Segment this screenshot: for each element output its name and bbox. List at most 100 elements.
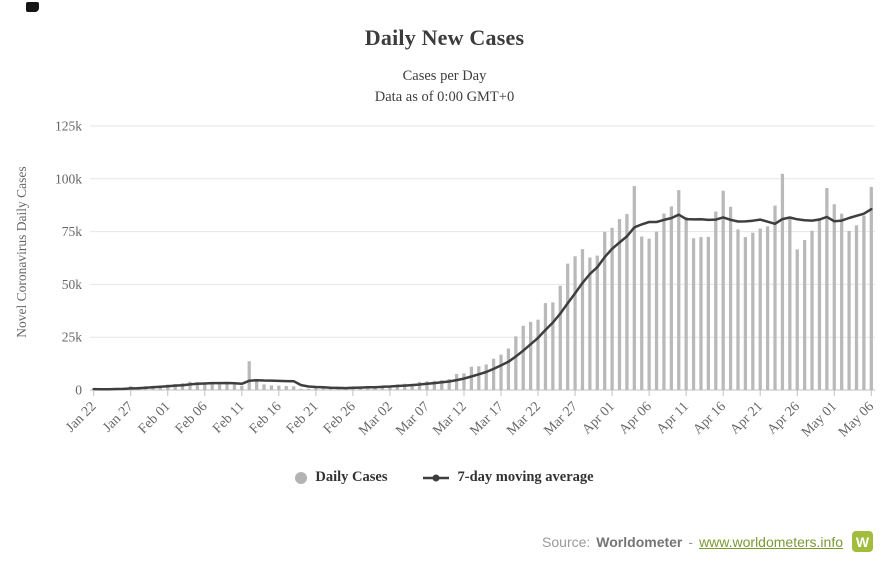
daily-cases-bar [706,236,710,390]
daily-cases-bar [292,386,296,390]
x-tick-label: Feb 21 [284,399,322,437]
daily-cases-marker-icon [295,471,308,484]
daily-cases-bar [314,388,318,390]
daily-cases-bar [869,186,873,390]
daily-cases-bar [640,236,644,390]
daily-cases-bar [462,373,466,390]
x-tick-label: Apr 26 [765,399,803,437]
daily-cases-bar [788,218,792,390]
daily-cases-bar [240,385,244,390]
daily-cases-bar [321,387,325,390]
daily-cases-bar [699,237,703,390]
daily-cases-bar [284,386,288,390]
daily-cases-bar [610,227,614,390]
x-tick-label: Mar 07 [393,399,432,438]
x-tick-label: Apr 06 [617,399,655,437]
daily-cases-bar [188,381,192,390]
daily-cases-bar [425,381,429,390]
daily-cases-bar [551,302,555,390]
subtitle-line-2: Data as of 0:00 GMT+0 [374,89,515,105]
daily-cases-bar [669,206,673,390]
daily-cases-bar [751,232,755,390]
daily-cases-bar [773,205,777,390]
daily-cases-bar [180,383,185,390]
daily-cases-bar [521,325,525,390]
daily-cases-bar [662,213,666,390]
x-tick-label: Mar 27 [541,399,580,438]
daily-cases-bar [780,173,785,390]
source-separator: - [688,533,694,550]
daily-cases-bar [403,383,407,390]
legend-item-moving-average[interactable]: 7-day moving average [423,469,594,486]
daily-cases-bar [721,190,725,390]
daily-cases-bar [262,384,266,390]
x-tick-label: Feb 06 [173,399,211,437]
daily-cases-bar [803,240,807,390]
daily-cases-bar [306,388,311,390]
daily-cases-bar [484,364,488,390]
source-attribution: Source: Worldometer - www.worldometers.i… [542,531,873,552]
daily-cases-bar [743,237,748,390]
x-tick-label: Apr 01 [580,399,618,437]
daily-cases-bar [329,388,333,390]
legend-label-daily-cases: Daily Cases [315,469,388,485]
daily-cases-bar [862,215,866,390]
daily-cases-bar [255,379,259,390]
worldometers-link[interactable]: www.worldometers.info [699,533,843,550]
daily-cases-bar [632,186,636,390]
x-tick-label: Feb 16 [247,399,285,437]
daily-cases-bar [714,211,718,390]
y-tick-label: 25k [62,330,83,345]
daily-cases-bar [595,255,599,390]
daily-cases-bar [625,214,629,390]
daily-cases-bar [173,384,177,390]
daily-cases-bar [677,190,681,390]
y-tick-label: 50k [62,277,83,292]
daily-cases-bar [514,336,518,390]
daily-cases-bar [499,354,503,390]
daily-cases-bar [558,285,562,390]
daily-cases-bar [299,388,303,390]
daily-cases-bar [758,228,762,390]
daily-cases-bar [684,216,688,390]
daily-cases-bar [588,257,592,390]
daily-cases-bar [825,188,829,390]
x-tick-label: Mar 17 [467,399,506,438]
daily-cases-bar [217,384,222,390]
daily-cases-bar [840,213,844,390]
daily-cases-bar [617,219,622,390]
x-tick-label: Feb 11 [210,399,247,436]
x-tick-label: Mar 02 [356,399,395,438]
daily-cases-bar [765,226,770,390]
daily-cases-bar [388,385,392,390]
daily-cases-bar [203,383,207,390]
x-tick-label: Jan 27 [100,399,136,435]
daily-cases-bar [847,230,851,390]
source-name: Worldometer [596,533,683,550]
daily-cases-bar [529,321,533,390]
x-tick-label: Apr 21 [728,399,766,437]
daily-cases-bar [491,358,496,390]
daily-cases-bar [691,238,696,390]
daily-cases-bar [506,348,511,390]
legend-item-daily-cases[interactable]: Daily Cases [295,469,387,486]
x-tick-label: May 06 [836,399,877,440]
x-tick-label: Jan 22 [63,399,99,435]
x-tick-label: Feb 26 [321,399,359,437]
daily-cases-bar [603,231,607,390]
daily-cases-bar [573,256,577,390]
subtitle-line-1: Cases per Day [402,68,487,84]
daily-cases-bar [277,385,281,390]
daily-cases-bar [417,381,422,390]
chart-subtitle: Cases per Day Data as of 0:00 GMT+0 [0,66,889,108]
daily-cases-bar [432,380,436,390]
daily-cases-bar [854,225,859,390]
x-tick-label: Feb 01 [136,399,174,437]
daily-cases-bar [410,383,414,390]
x-tick-label: Apr 11 [654,399,692,437]
worldometer-logo-icon[interactable]: W [852,531,873,552]
x-tick-label: Mar 12 [430,399,469,438]
chart-legend: Daily Cases 7-day moving average [0,469,889,486]
